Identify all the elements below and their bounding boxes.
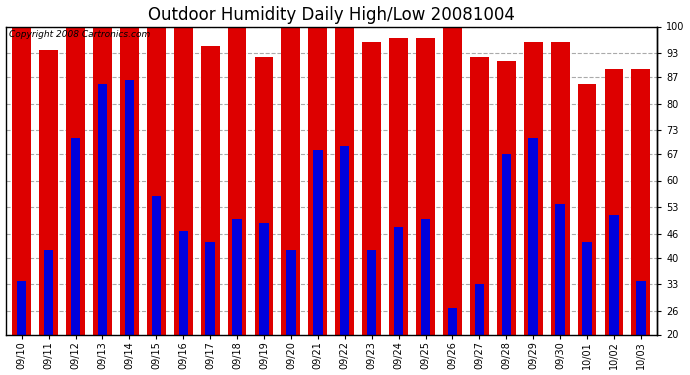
Bar: [174, 27, 193, 334]
Bar: [529, 138, 538, 334]
Bar: [313, 150, 322, 334]
Bar: [497, 61, 515, 334]
Bar: [286, 250, 295, 334]
Text: Copyright 2008 Cartronics.com: Copyright 2008 Cartronics.com: [9, 30, 150, 39]
Bar: [282, 27, 300, 334]
Bar: [98, 84, 107, 334]
Bar: [389, 38, 408, 334]
Bar: [44, 250, 53, 334]
Bar: [582, 242, 592, 334]
Bar: [147, 27, 166, 334]
Bar: [555, 204, 565, 334]
Bar: [66, 27, 85, 334]
Bar: [233, 219, 241, 334]
Bar: [578, 84, 596, 334]
Bar: [228, 27, 246, 334]
Bar: [524, 42, 542, 334]
Bar: [551, 42, 569, 334]
Bar: [39, 50, 58, 334]
Bar: [394, 227, 404, 334]
Bar: [604, 69, 623, 334]
Title: Outdoor Humidity Daily High/Low 20081004: Outdoor Humidity Daily High/Low 20081004: [148, 6, 515, 24]
Bar: [255, 57, 273, 334]
Bar: [631, 69, 650, 334]
Bar: [340, 146, 349, 334]
Bar: [308, 27, 327, 334]
Bar: [120, 27, 139, 334]
Bar: [448, 308, 457, 334]
Bar: [335, 27, 354, 334]
Bar: [475, 285, 484, 334]
Bar: [152, 196, 161, 334]
Bar: [421, 219, 431, 334]
Bar: [71, 138, 80, 334]
Bar: [206, 242, 215, 334]
Bar: [17, 280, 26, 334]
Bar: [362, 42, 381, 334]
Bar: [443, 27, 462, 334]
Bar: [609, 215, 619, 334]
Bar: [470, 57, 489, 334]
Bar: [502, 153, 511, 334]
Bar: [125, 80, 134, 334]
Bar: [201, 46, 219, 334]
Bar: [93, 27, 112, 334]
Bar: [367, 250, 376, 334]
Bar: [416, 38, 435, 334]
Bar: [179, 231, 188, 334]
Bar: [636, 280, 646, 334]
Bar: [259, 223, 268, 334]
Bar: [12, 27, 31, 334]
